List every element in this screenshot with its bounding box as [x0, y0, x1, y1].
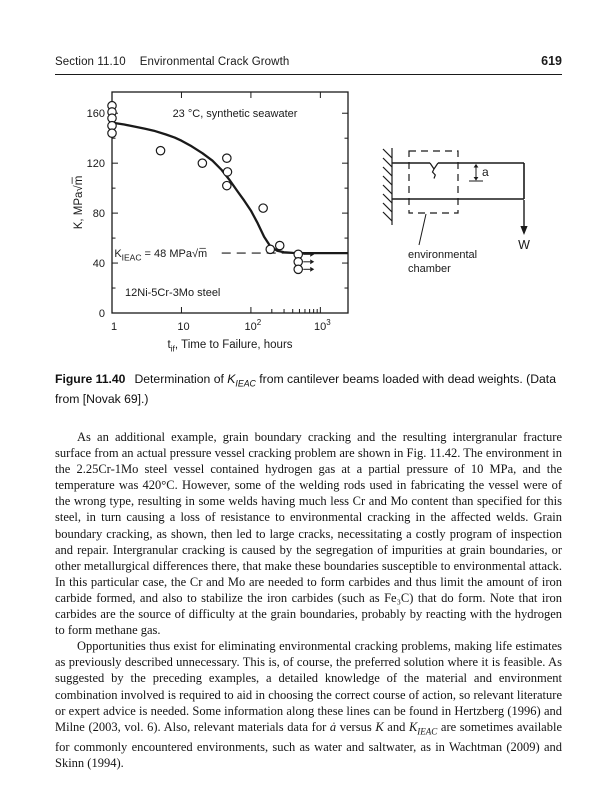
figure-caption-text: Determination of KIEAC from cantilever b… — [55, 372, 556, 407]
data-point — [107, 128, 117, 139]
x-tick-label: 103 — [314, 318, 331, 333]
cantilever-beam-diagram: a W environmental chamber — [382, 148, 530, 275]
y-axis-label: K, MPa√m̅ — [72, 176, 85, 230]
y-tick-label: 120 — [87, 158, 105, 170]
runout-arrow-icon — [310, 259, 315, 265]
data-point — [155, 145, 166, 156]
x-tick-label: 10 — [177, 321, 189, 333]
data-point — [197, 158, 208, 168]
figure-caption-label: Figure 11.40 — [55, 372, 126, 386]
environment-annotation: 23 °C, synthetic seawater — [173, 108, 298, 120]
environmental-chamber-box — [408, 150, 459, 214]
crack-depth-dimension — [469, 163, 483, 182]
fixed-support-wall — [382, 148, 393, 225]
failure-time-chart: 0 40 80 120 160 1 10 102 103 23 °C, synthetic sea… — [72, 91, 349, 354]
section-number: Section 11.10 — [55, 56, 126, 68]
section-title: Environmental Crack Growth — [139, 56, 290, 68]
crack-depth-label: a — [482, 165, 489, 179]
x-tick-label: 1 — [111, 321, 117, 333]
y-tick-label: 0 — [99, 308, 105, 320]
paragraph-2: Opportunities thus exist for eliminating… — [55, 639, 562, 771]
page-header: Section 11.10 Environmental Crack Growth … — [55, 54, 562, 75]
chamber-label-line2: chamber — [408, 263, 451, 275]
trend-curve — [111, 121, 348, 255]
y-tick-label: 40 — [93, 258, 105, 270]
data-point — [222, 153, 232, 163]
crack-notch — [429, 162, 439, 179]
load-arrow — [520, 200, 528, 235]
material-annotation: 12Ni-5Cr-3Mo steel — [125, 287, 220, 299]
x-axis-label: tif, Time to Failure, hours — [167, 339, 292, 354]
plot-frame — [111, 91, 349, 314]
page-number: 619 — [541, 54, 562, 68]
threshold-annotation: KIEAC = 48 MPa√m̅ — [114, 248, 207, 263]
data-point — [274, 240, 285, 251]
data-point — [222, 167, 233, 177]
runout-arrow-icon — [310, 266, 315, 272]
running-head: Section 11.10 Environmental Crack Growth — [55, 56, 289, 68]
runout-arrow-icon — [310, 251, 315, 257]
paragraph-1: As an additional example, grain boundary… — [55, 430, 562, 638]
chamber-leader-line — [418, 213, 427, 246]
figure-caption: Figure 11.40 Determination of KIEAC from … — [55, 371, 567, 407]
x-tick-label: 102 — [245, 318, 262, 333]
y-tick-label: 80 — [93, 208, 105, 220]
data-point — [258, 203, 268, 213]
runout-point — [293, 264, 304, 275]
y-tick-label: 160 — [87, 108, 105, 120]
data-point — [265, 244, 276, 255]
data-point — [222, 180, 232, 191]
chamber-label-line1: environmental — [408, 249, 477, 261]
body-text: As an additional example, grain boundary… — [55, 429, 562, 771]
load-label: W — [518, 238, 530, 252]
